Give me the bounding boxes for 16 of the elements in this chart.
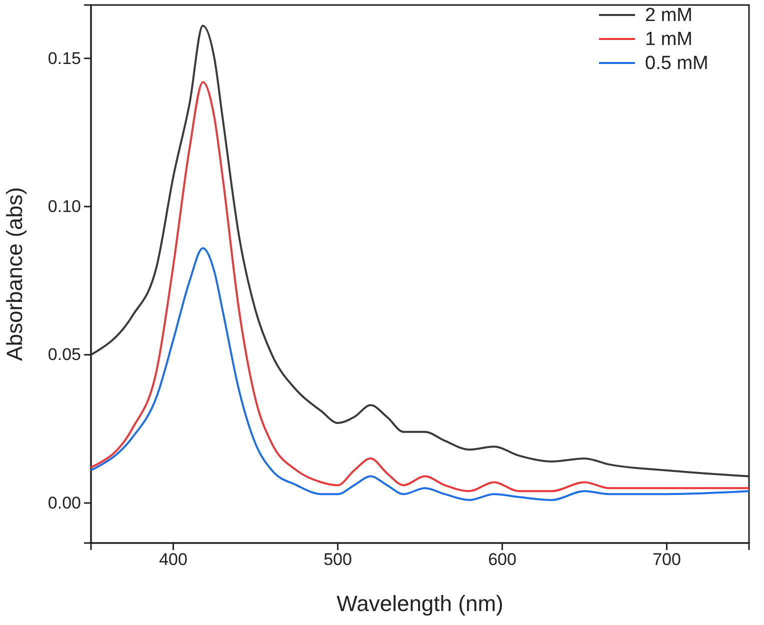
line-series <box>90 247 750 502</box>
legend-label: 1 mM <box>645 29 692 50</box>
legend-label: 2 mM <box>645 5 692 26</box>
y-tick-label: 0.10 <box>48 197 81 216</box>
x-tick-label: 700 <box>652 550 681 570</box>
x-tick-label: 600 <box>488 550 516 570</box>
x-tick-label: 400 <box>159 550 188 570</box>
x-axis-title: Wavelength (nm) <box>336 591 504 616</box>
y-axis-title: Absorbance (abs) <box>2 187 27 361</box>
y-tick-label: 0.15 <box>48 48 81 68</box>
legend-label: 0.5 mM <box>645 53 708 74</box>
y-tick-label: 0.00 <box>48 493 81 512</box>
line-series <box>90 24 750 478</box>
y-tick-label: 0.05 <box>48 345 81 364</box>
line-series <box>90 81 750 492</box>
x-tick-label: 500 <box>324 550 352 570</box>
